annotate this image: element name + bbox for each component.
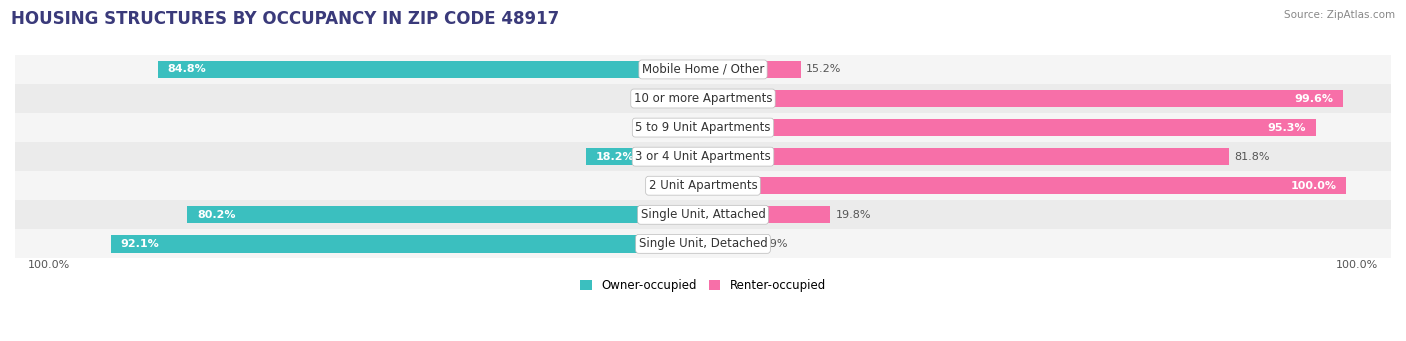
- Text: Source: ZipAtlas.com: Source: ZipAtlas.com: [1284, 10, 1395, 20]
- Text: 100.0%: 100.0%: [1336, 260, 1378, 270]
- Bar: [15, 171, 1391, 200]
- Bar: [157, 61, 703, 78]
- Bar: [15, 229, 1391, 258]
- Text: 99.6%: 99.6%: [1295, 93, 1334, 104]
- Text: 84.8%: 84.8%: [167, 64, 207, 74]
- Text: Single Unit, Detached: Single Unit, Detached: [638, 237, 768, 250]
- Text: 3 or 4 Unit Apartments: 3 or 4 Unit Apartments: [636, 150, 770, 163]
- Bar: [703, 235, 754, 253]
- Text: 7.9%: 7.9%: [759, 239, 787, 249]
- Bar: [703, 90, 1343, 107]
- Text: 100.0%: 100.0%: [28, 260, 70, 270]
- Text: 0.45%: 0.45%: [659, 93, 695, 104]
- Bar: [673, 119, 703, 136]
- Text: HOUSING STRUCTURES BY OCCUPANCY IN ZIP CODE 48917: HOUSING STRUCTURES BY OCCUPANCY IN ZIP C…: [11, 10, 560, 28]
- Text: 2 Unit Apartments: 2 Unit Apartments: [648, 179, 758, 192]
- Text: 15.2%: 15.2%: [806, 64, 841, 74]
- Text: 92.1%: 92.1%: [121, 239, 159, 249]
- Text: Single Unit, Attached: Single Unit, Attached: [641, 208, 765, 221]
- Text: 18.2%: 18.2%: [596, 152, 634, 162]
- Bar: [703, 119, 1316, 136]
- Text: 95.3%: 95.3%: [1268, 122, 1306, 133]
- Legend: Owner-occupied, Renter-occupied: Owner-occupied, Renter-occupied: [575, 275, 831, 297]
- Bar: [703, 177, 1346, 194]
- Text: 10 or more Apartments: 10 or more Apartments: [634, 92, 772, 105]
- Bar: [15, 84, 1391, 113]
- Text: 5 to 9 Unit Apartments: 5 to 9 Unit Apartments: [636, 121, 770, 134]
- Bar: [187, 206, 703, 223]
- Text: Mobile Home / Other: Mobile Home / Other: [641, 63, 765, 76]
- Bar: [703, 61, 801, 78]
- Bar: [15, 142, 1391, 171]
- Bar: [15, 200, 1391, 229]
- Bar: [700, 90, 703, 107]
- Bar: [111, 235, 703, 253]
- Text: 4.7%: 4.7%: [640, 122, 668, 133]
- Bar: [15, 113, 1391, 142]
- Bar: [15, 55, 1391, 84]
- Text: 19.8%: 19.8%: [835, 210, 870, 220]
- Text: 81.8%: 81.8%: [1234, 152, 1270, 162]
- Text: 80.2%: 80.2%: [197, 210, 235, 220]
- Bar: [703, 148, 1229, 165]
- Bar: [703, 206, 831, 223]
- Text: 0.0%: 0.0%: [665, 181, 693, 191]
- Bar: [586, 148, 703, 165]
- Text: 100.0%: 100.0%: [1291, 181, 1336, 191]
